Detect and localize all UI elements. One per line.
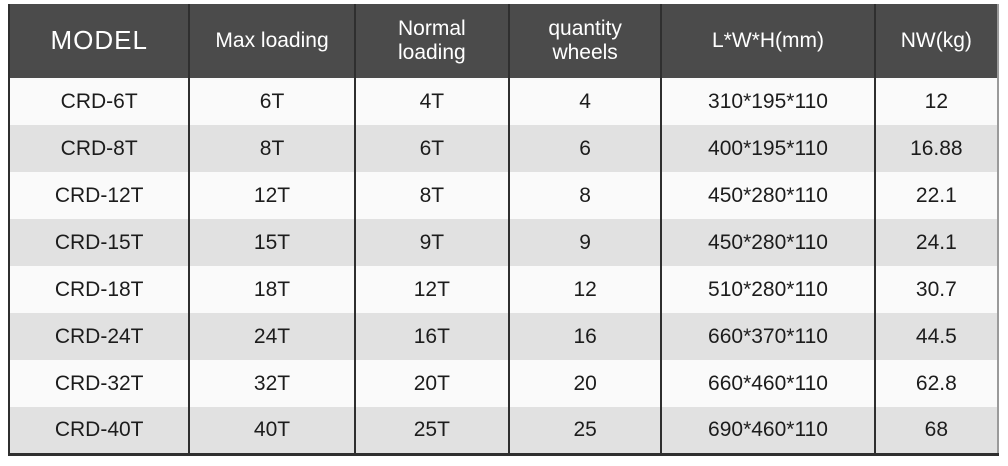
cell-lwh-mm: 690*460*110 bbox=[660, 407, 875, 454]
cell-normal-loading: 25T bbox=[353, 407, 509, 454]
cell-normal-loading: 8T bbox=[353, 172, 509, 219]
cell-quantity-wheels: 9 bbox=[507, 219, 662, 266]
cell-lwh-mm: 400*195*110 bbox=[660, 125, 875, 172]
cell-model: CRD-12T bbox=[54, 183, 144, 207]
cell-quantity-wheels: 20 bbox=[507, 360, 662, 407]
column-header-lwh-mm: L*W*H(mm) bbox=[660, 4, 875, 78]
cell-normal-loading: 20T bbox=[353, 360, 509, 407]
cell-quantity-wheels: 25 bbox=[507, 407, 662, 454]
cell-model: CRD-6T bbox=[60, 89, 138, 113]
column-header-normal-loading: Normal loading bbox=[353, 4, 509, 78]
table-row: CRD-6T 6T 4T 4 310*195*110 12 bbox=[9, 78, 998, 125]
spec-table: MODEL Max loading Normal loading quantit… bbox=[8, 4, 999, 456]
cell-max-loading: 32T bbox=[188, 360, 355, 407]
header-row: MODEL Max loading Normal loading quantit… bbox=[9, 4, 998, 78]
cell-nw-kg: 68 bbox=[873, 407, 998, 454]
table-row: CRD-12T 12T 8T 8 450*280*110 22.1 bbox=[9, 172, 998, 219]
table-row: CRD-8T 8T 6T 6 400*195*110 16.88 bbox=[9, 125, 998, 172]
table-row: CRD-15T 15T 9T 9 450*280*110 24.1 bbox=[9, 219, 998, 266]
cell-model: CRD-15T bbox=[54, 230, 144, 254]
cell-quantity-wheels: 12 bbox=[507, 266, 662, 313]
table-body: CRD-6T 6T 4T 4 310*195*110 12 CRD-8T 8T … bbox=[9, 78, 998, 454]
column-header-quantity-wheels: quantity wheels bbox=[507, 4, 662, 78]
column-header-max-loading: Max loading bbox=[188, 4, 355, 78]
cell-lwh-mm: 660*370*110 bbox=[660, 313, 875, 360]
cell-quantity-wheels: 8 bbox=[507, 172, 662, 219]
cell-model: CRD-24T bbox=[54, 324, 144, 348]
cell-quantity-wheels: 16 bbox=[507, 313, 662, 360]
column-header-model: MODEL bbox=[9, 4, 190, 78]
cell-max-loading: 15T bbox=[188, 219, 355, 266]
column-header-nw-kg: NW(kg) bbox=[873, 4, 998, 78]
cell-nw-kg: 24.1 bbox=[873, 219, 998, 266]
cell-lwh-mm: 510*280*110 bbox=[660, 266, 875, 313]
cell-model: CRD-8T bbox=[60, 136, 138, 160]
cell-lwh-mm: 450*280*110 bbox=[660, 172, 875, 219]
cell-model: CRD-18T bbox=[54, 277, 144, 301]
table-row: CRD-40T 40T 25T 25 690*460*110 68 bbox=[9, 407, 998, 454]
table-row: CRD-24T 24T 16T 16 660*370*110 44.5 bbox=[9, 313, 998, 360]
cell-quantity-wheels: 4 bbox=[507, 78, 662, 125]
table-row: CRD-32T 32T 20T 20 660*460*110 62.8 bbox=[9, 360, 998, 407]
cell-nw-kg: 62.8 bbox=[873, 360, 998, 407]
cell-nw-kg: 16.88 bbox=[873, 125, 998, 172]
cell-nw-kg: 30.7 bbox=[873, 266, 998, 313]
cell-model: CRD-40T bbox=[54, 417, 144, 441]
cell-nw-kg: 12 bbox=[873, 78, 998, 125]
cell-lwh-mm: 660*460*110 bbox=[660, 360, 875, 407]
cell-lwh-mm: 310*195*110 bbox=[660, 78, 875, 125]
table-header: MODEL Max loading Normal loading quantit… bbox=[9, 4, 998, 78]
cell-normal-loading: 12T bbox=[353, 266, 509, 313]
cell-nw-kg: 22.1 bbox=[873, 172, 998, 219]
cell-normal-loading: 16T bbox=[353, 313, 509, 360]
cell-max-loading: 6T bbox=[188, 78, 355, 125]
cell-max-loading: 8T bbox=[188, 125, 355, 172]
cell-max-loading: 24T bbox=[188, 313, 355, 360]
cell-normal-loading: 6T bbox=[353, 125, 509, 172]
cell-model: CRD-32T bbox=[54, 371, 144, 395]
table-row: CRD-18T 18T 12T 12 510*280*110 30.7 bbox=[9, 266, 998, 313]
cell-normal-loading: 9T bbox=[353, 219, 509, 266]
cell-lwh-mm: 450*280*110 bbox=[660, 219, 875, 266]
cell-nw-kg: 44.5 bbox=[873, 313, 998, 360]
cell-max-loading: 12T bbox=[188, 172, 355, 219]
cell-quantity-wheels: 6 bbox=[507, 125, 662, 172]
cell-normal-loading: 4T bbox=[353, 78, 509, 125]
cell-max-loading: 40T bbox=[188, 407, 355, 454]
spec-table-container: MODEL Max loading Normal loading quantit… bbox=[8, 4, 999, 456]
cell-max-loading: 18T bbox=[188, 266, 355, 313]
